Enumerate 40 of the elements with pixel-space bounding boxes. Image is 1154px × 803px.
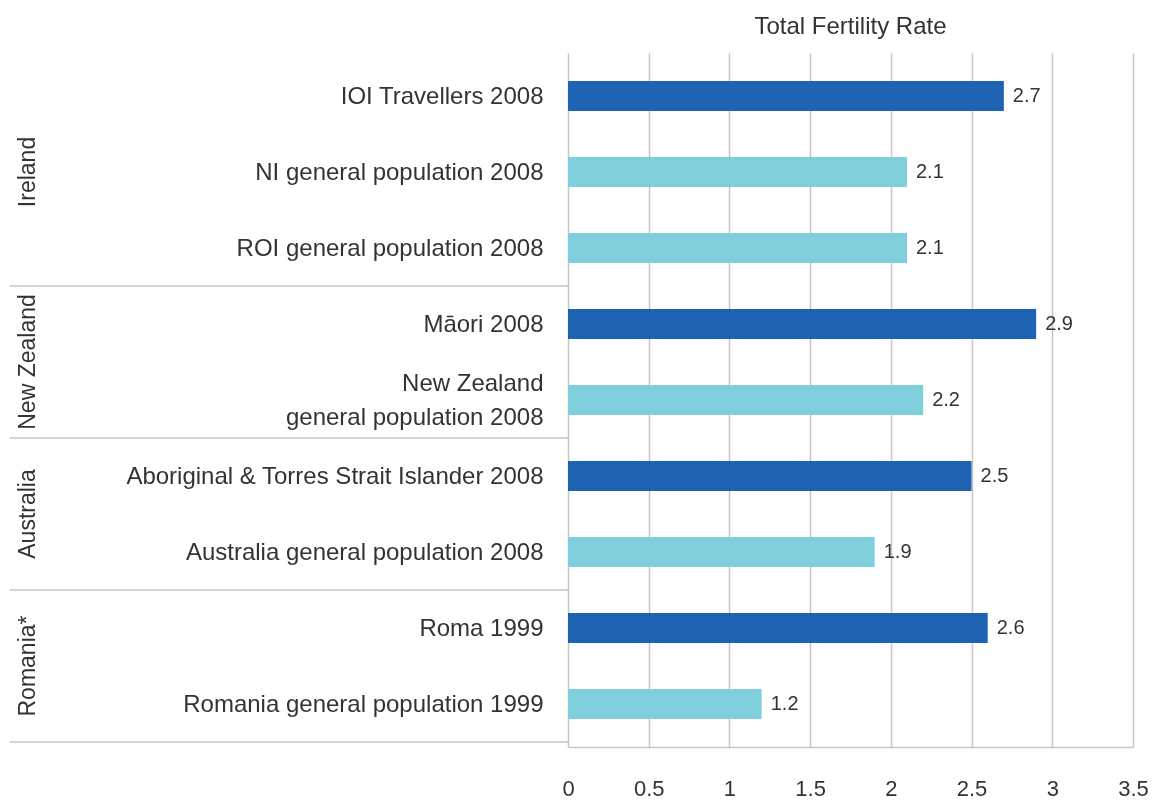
text: Ireland — [14, 136, 40, 208]
bar — [568, 536, 875, 568]
x-tick-label: 1.5 — [795, 775, 826, 801]
data-label: 2.9 — [1045, 312, 1073, 334]
data-label: 2.1 — [916, 160, 944, 182]
y-tick-label: Māori 2008 — [423, 309, 544, 337]
bar — [568, 308, 1037, 340]
data-label: 2.7 — [1012, 84, 1041, 106]
bar — [568, 156, 907, 188]
data-label: 2.6 — [996, 616, 1025, 638]
x-tick-label: 2 — [885, 775, 898, 801]
bar — [568, 384, 924, 416]
x-tick-label: 1 — [723, 775, 737, 801]
y-tick-label: Aboriginal & Torres Strait Islander 2008 — [126, 461, 544, 489]
bar — [568, 460, 972, 492]
y-tick-label: ROI general population 2008 — [236, 233, 544, 261]
bar — [568, 80, 1004, 112]
y-tick-label: Romania general population 1999 — [183, 689, 544, 717]
data-label: 1.2 — [770, 692, 799, 714]
y-tick-label: Australia general population 2008 — [185, 537, 544, 565]
x-tick-label: 0 — [562, 775, 575, 801]
x-tick-label: 2.5 — [956, 775, 988, 801]
y-tick-label: Roma 1999 — [419, 613, 544, 641]
data-label: 2.5 — [980, 464, 1009, 486]
y-tick-label: IOI Travellers 2008 — [340, 81, 544, 109]
y-tick-label: New Zealand general population 2008 — [285, 368, 544, 430]
bar — [568, 688, 762, 720]
x-tick-label: 3.5 — [1118, 775, 1149, 801]
x-tick-label: 0.5 — [633, 775, 665, 801]
data-label: 2.1 — [916, 236, 944, 258]
bar — [568, 232, 907, 264]
text: New Zealand — [14, 294, 40, 430]
text: Romania* — [14, 615, 40, 717]
x-tick-label: 3 — [1046, 775, 1059, 801]
chart-title: Total Fertility Rate — [754, 12, 947, 39]
y-tick-label: NI general population 2008 — [255, 157, 544, 185]
data-label: 2.2 — [932, 388, 960, 410]
text: Australia — [14, 469, 40, 559]
data-label: 1.9 — [883, 540, 912, 562]
bar — [568, 612, 988, 644]
